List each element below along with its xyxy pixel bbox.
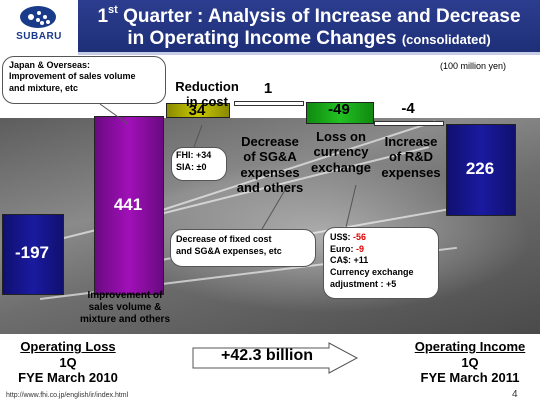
label-sga: Decrease of SG&A expenses and others (236, 134, 304, 195)
header: SUBARU 1st Quarter : Analysis of Increas… (0, 0, 540, 55)
change-amount: +42.3 billion (220, 347, 314, 364)
title-bar: 1st Quarter : Analysis of Increase and D… (78, 0, 540, 55)
footer-url: http://www.fhi.co.jp/english/ir/index.ht… (6, 392, 129, 399)
brand-name: SUBARU (16, 31, 62, 42)
bar-value-currency: -49 (328, 101, 350, 119)
page-number: 4 (512, 389, 518, 400)
label-improvement: Improvement of sales volume & mixture an… (79, 290, 171, 325)
bar-value-improvement: 441 (113, 194, 143, 214)
pleiades-logo-icon (20, 6, 56, 28)
bar-sga-decrease (234, 101, 304, 107)
bar-value-sga: 1 (263, 80, 273, 98)
callout-fixed-cost: Decrease of fixed cost and SG&A expenses… (170, 229, 316, 267)
bar-improvement-sales (94, 116, 164, 295)
label-operating-loss-2010: Operating Loss 1Q FYE March 2010 (18, 339, 118, 386)
bar-operating-loss-2010 (2, 214, 64, 295)
subaru-logo: SUBARU (6, 6, 72, 46)
label-operating-income-2011: Operating Income 1Q FYE March 2011 (414, 339, 526, 386)
label-rd: Increase of R&D expenses (381, 134, 441, 180)
unit-label: (100 million yen) (440, 61, 507, 71)
page-title: 1st Quarter : Analysis of Increase and D… (97, 4, 521, 27)
change-arrow-icon (192, 342, 359, 374)
bar-currency-loss (306, 102, 374, 124)
bar-value-rd: -4 (401, 100, 415, 117)
label-reduction-cost: Reduction in cost (175, 79, 239, 110)
bar-value-reduction: 34 (188, 101, 206, 119)
callout-fhi-sia: FHI: +34 SIA: ±0 (171, 147, 227, 181)
bar-value-operating-loss: -197 (14, 243, 50, 263)
bar-value-operating-income: 226 (465, 158, 495, 178)
label-currency: Loss on currency exchange (311, 129, 371, 175)
callout-japan-overseas: Japan & Overseas: Improvement of sales v… (2, 56, 166, 104)
bar-rd-increase (374, 121, 444, 126)
callout-currency-breakdown: US$: -56 Euro: -9 CA$: +11 Currency exch… (323, 227, 439, 299)
page-title-line2: in Operating Income Changes (consolidate… (127, 28, 491, 49)
bar-operating-income-2011 (446, 123, 516, 216)
bar-reduction-cost (166, 102, 230, 119)
